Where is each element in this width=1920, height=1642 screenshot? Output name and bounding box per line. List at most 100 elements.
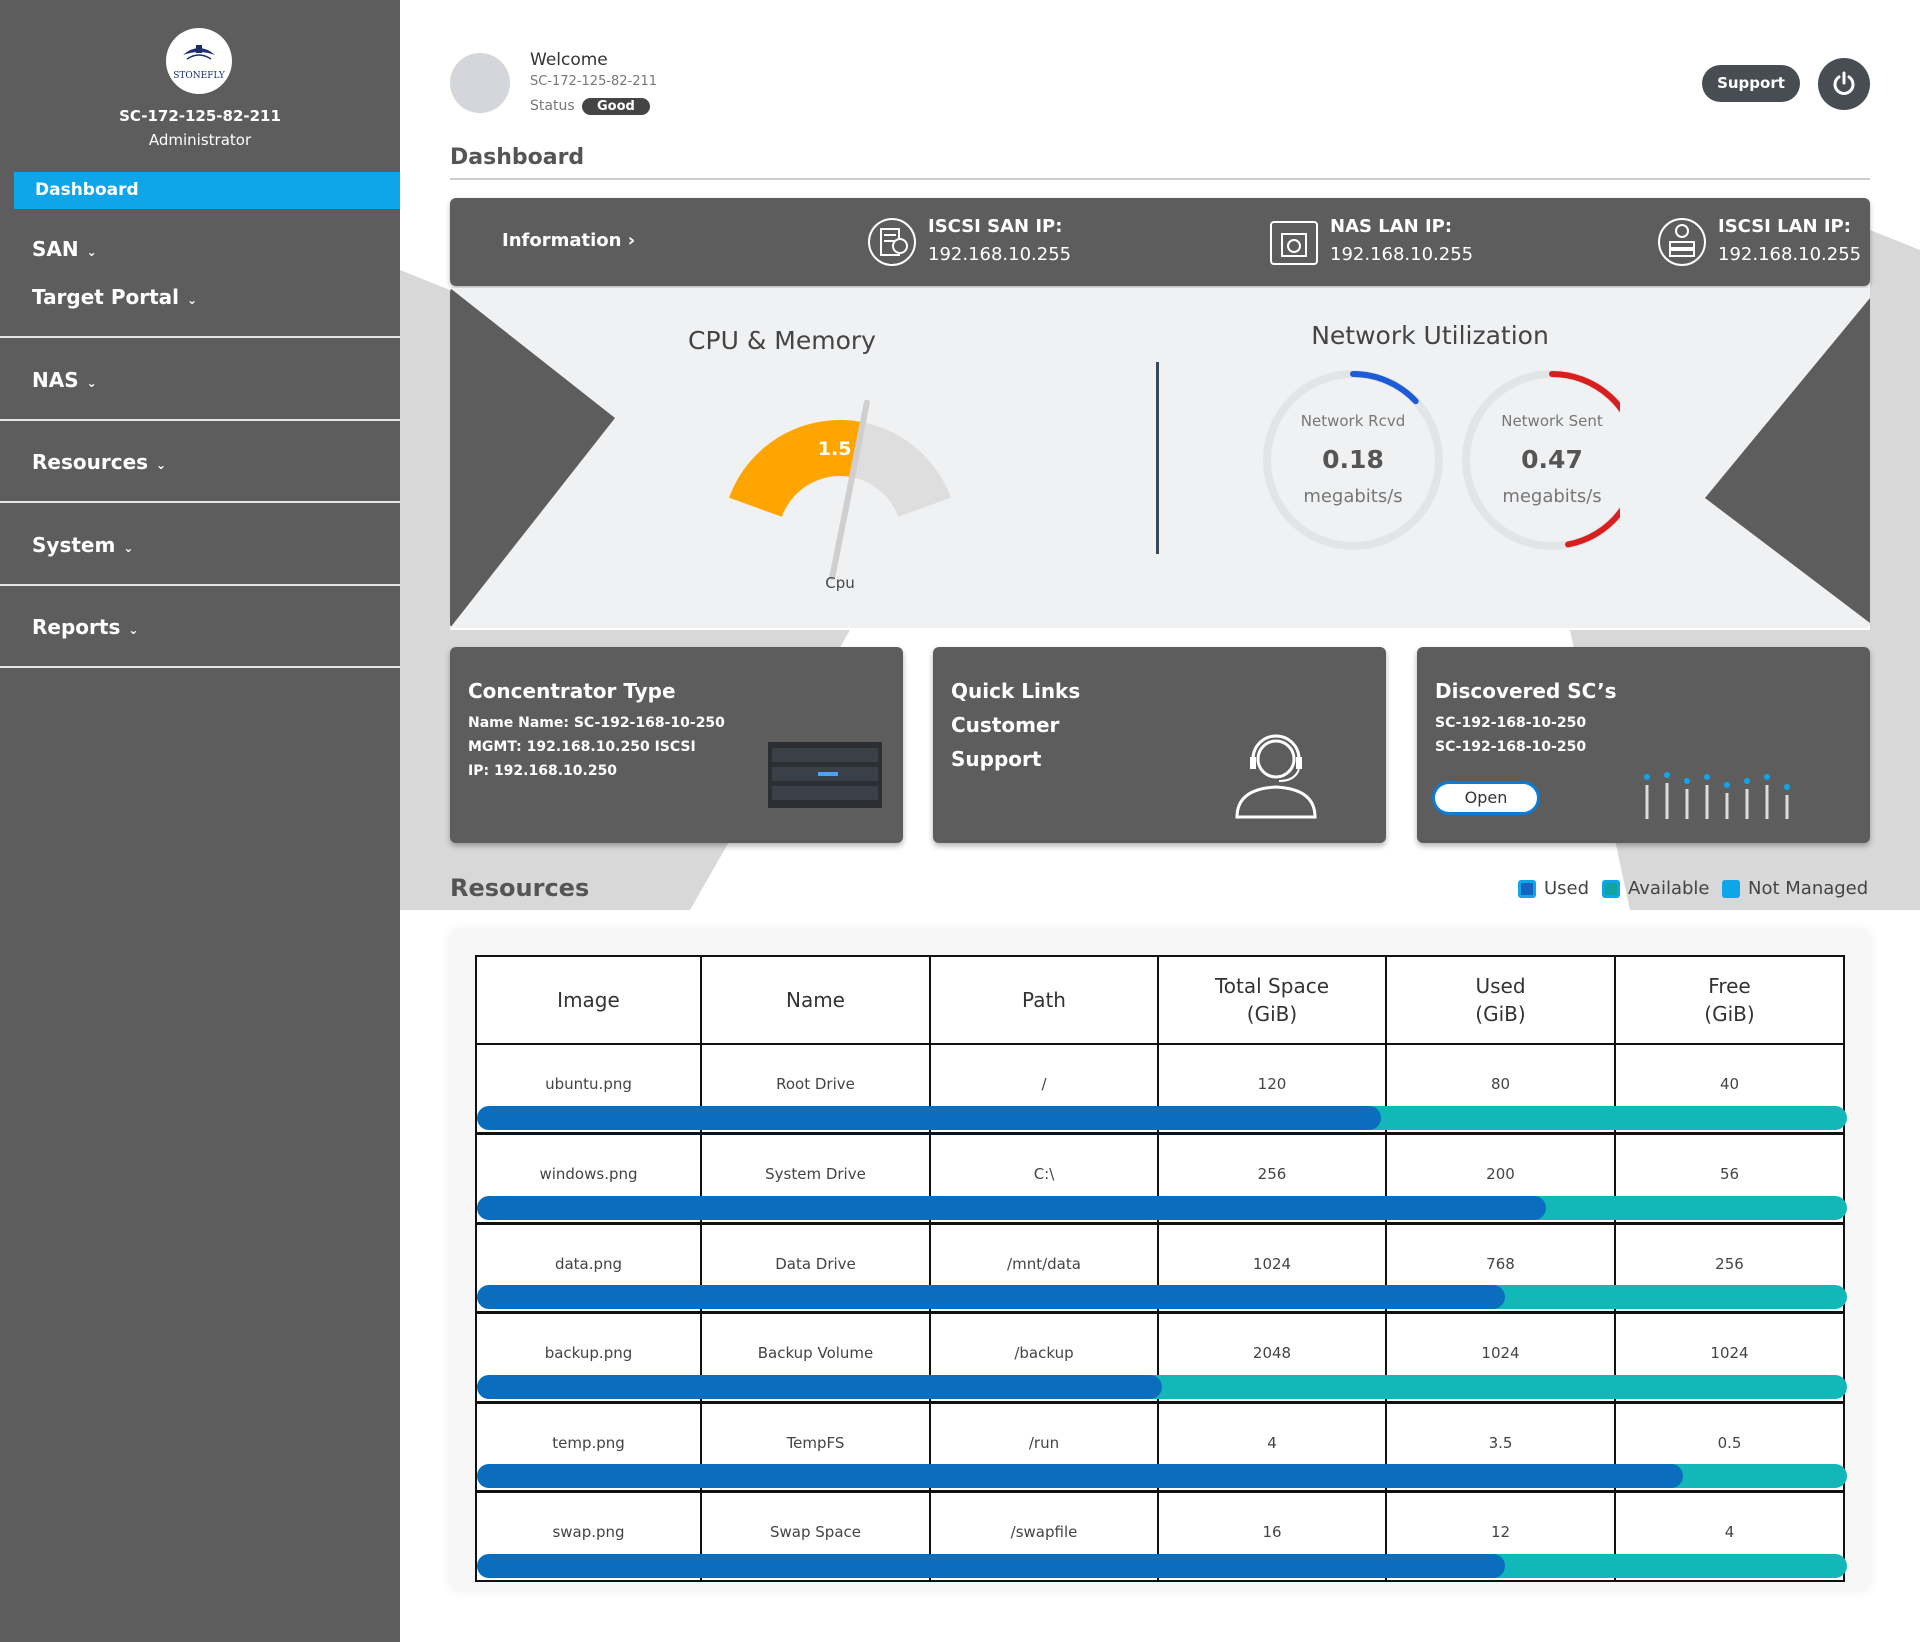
chevron-down-icon: ⌄ bbox=[156, 458, 167, 472]
usage-bar bbox=[477, 1106, 1847, 1130]
table-header-row: Image Name Path Total Space (GiB) Used (… bbox=[475, 955, 1845, 1045]
sidebar-item-system[interactable]: System ⌄ bbox=[32, 533, 133, 557]
information-link[interactable]: Information › bbox=[502, 230, 635, 251]
legend-swatch bbox=[1722, 879, 1740, 898]
card-line: Name Name: SC-192-168-10-250 bbox=[468, 715, 725, 731]
concentrator-card[interactable]: Concentrator Type Name Name: SC-192-168-… bbox=[450, 647, 903, 843]
server-appliance-icon bbox=[768, 742, 882, 808]
cpu-memory-title: CPU & Memory bbox=[688, 326, 876, 355]
welcome-text: Welcome bbox=[530, 50, 608, 70]
cpu-gauge-label: Cpu bbox=[825, 574, 855, 592]
discovery-signal-icon bbox=[1644, 772, 1790, 819]
sidebar-role: Administrator bbox=[148, 131, 252, 149]
ip-title: NAS LAN IP: bbox=[1330, 216, 1453, 237]
network-sent-unit: megabits/s bbox=[1502, 486, 1601, 507]
page-title: Dashboard bbox=[450, 145, 585, 170]
sidebar-item-label: Target Portal bbox=[32, 285, 180, 309]
divider bbox=[0, 666, 400, 668]
usage-bar-fill bbox=[477, 1553, 1505, 1578]
resources-table: Image Name Path Total Space (GiB) Used (… bbox=[475, 955, 1847, 1582]
legend-label: Available bbox=[1628, 878, 1710, 899]
sidebar: STONEFLY SC-172-125-82-211 Administrator… bbox=[0, 0, 400, 1642]
nas-ip-icon bbox=[1270, 221, 1318, 265]
network-sent-label: Network Sent bbox=[1501, 412, 1603, 430]
power-button[interactable] bbox=[1818, 58, 1870, 110]
sidebar-item-label: Resources bbox=[32, 450, 149, 474]
divider bbox=[1156, 362, 1159, 554]
legend-swatch bbox=[1518, 879, 1536, 898]
card-title: Support bbox=[951, 747, 1042, 771]
chevron-down-icon: ⌄ bbox=[86, 376, 97, 390]
divider bbox=[450, 178, 1870, 180]
cpu-value: 1.5 bbox=[818, 438, 852, 460]
sidebar-item-label: Reports bbox=[32, 615, 121, 639]
information-label: Information bbox=[502, 230, 622, 251]
usage-bar-fill bbox=[477, 1285, 1505, 1309]
network-utilization-title: Network Utilization bbox=[1311, 321, 1549, 350]
legend-used: Used bbox=[1518, 878, 1589, 899]
main-content: Welcome SC-172-125-82-211 Status Good Su… bbox=[400, 0, 1920, 1642]
usage-bar-fill bbox=[477, 1374, 1162, 1399]
resources-title: Resources bbox=[450, 874, 590, 902]
column-header-used: Used (GiB) bbox=[1385, 955, 1616, 1045]
customer-support-icon bbox=[1235, 734, 1317, 819]
network-rcvd-unit: megabits/s bbox=[1303, 486, 1402, 507]
legend-not-managed: Not Managed bbox=[1722, 878, 1868, 899]
card-title: Discovered SC’s bbox=[1435, 679, 1617, 703]
legend-swatch bbox=[1602, 879, 1620, 898]
sidebar-item-label: System bbox=[32, 533, 116, 557]
status-label: Status bbox=[530, 98, 575, 114]
resources-table-container: Image Name Path Total Space (GiB) Used (… bbox=[450, 930, 1870, 1590]
card-line: SC-192-168-10-250 bbox=[1435, 739, 1587, 755]
usage-bar bbox=[477, 1285, 1847, 1309]
sidebar-item-target-portal[interactable]: Target Portal ⌄ bbox=[32, 285, 197, 309]
open-button[interactable]: Open bbox=[1435, 784, 1537, 812]
column-header-free: Free (GiB) bbox=[1614, 955, 1845, 1045]
legend-label: Not Managed bbox=[1748, 878, 1869, 899]
avatar[interactable] bbox=[450, 53, 510, 113]
usage-bar-fill bbox=[477, 1464, 1683, 1488]
power-icon bbox=[1833, 71, 1855, 95]
network-rcvd-value: 0.18 bbox=[1322, 445, 1384, 474]
card-title: Quick Links bbox=[951, 679, 1081, 703]
usage-bar bbox=[477, 1195, 1847, 1220]
legend-available: Available bbox=[1602, 878, 1709, 899]
ip-title: ISCSI LAN IP: bbox=[1718, 216, 1851, 237]
chevron-down-icon: ⌄ bbox=[123, 541, 134, 555]
sidebar-item-nas[interactable]: NAS ⌄ bbox=[32, 368, 97, 392]
network-gauges: Network Rcvd 0.18 megabits/s Network Sen… bbox=[1263, 370, 1620, 550]
chevron-down-icon: ⌄ bbox=[128, 623, 139, 637]
divider bbox=[0, 501, 400, 503]
status-badge: Good bbox=[582, 98, 650, 115]
chevron-down-icon: ⌄ bbox=[187, 293, 198, 307]
stonefly-logo-icon bbox=[183, 45, 215, 60]
ip-value: 192.168.10.255 bbox=[1718, 244, 1862, 265]
ip-value: 192.168.10.255 bbox=[928, 244, 1072, 265]
card-title: Customer bbox=[951, 713, 1060, 737]
chevron-right-icon: › bbox=[627, 230, 636, 251]
sidebar-item-label: SAN bbox=[32, 237, 79, 261]
lan-ip-icon bbox=[1658, 218, 1706, 266]
server-ip-icon bbox=[868, 218, 916, 266]
discovered-sc-card: Discovered SC’s SC-192-168-10-250 SC-192… bbox=[1417, 647, 1870, 843]
panel-decoration bbox=[450, 288, 1870, 628]
sidebar-item-dashboard[interactable]: Dashboard bbox=[14, 172, 400, 209]
card-line: IP: 192.168.10.250 bbox=[468, 763, 618, 779]
sidebar-item-label: NAS bbox=[32, 368, 79, 392]
logo-text: STONEFLY bbox=[173, 71, 225, 81]
card-line: MGMT: 192.168.10.250 ISCSI bbox=[468, 739, 696, 755]
sidebar-item-resources[interactable]: Resources ⌄ bbox=[32, 450, 166, 474]
column-header-name: Name bbox=[700, 955, 931, 1045]
quick-links-card[interactable]: Quick Links Customer Support bbox=[933, 647, 1386, 843]
usage-bar-fill bbox=[477, 1106, 1382, 1130]
usage-bar bbox=[477, 1553, 1847, 1578]
divider bbox=[0, 419, 400, 421]
sidebar-item-san[interactable]: SAN ⌄ bbox=[32, 237, 97, 261]
support-button[interactable]: Support bbox=[1702, 65, 1800, 102]
cpu-gauge: 1.5 Cpu bbox=[729, 399, 951, 592]
divider bbox=[0, 584, 400, 586]
company-logo: STONEFLY bbox=[166, 28, 232, 94]
usage-bar bbox=[477, 1464, 1847, 1488]
sidebar-item-reports[interactable]: Reports ⌄ bbox=[32, 615, 138, 639]
divider bbox=[0, 336, 400, 338]
